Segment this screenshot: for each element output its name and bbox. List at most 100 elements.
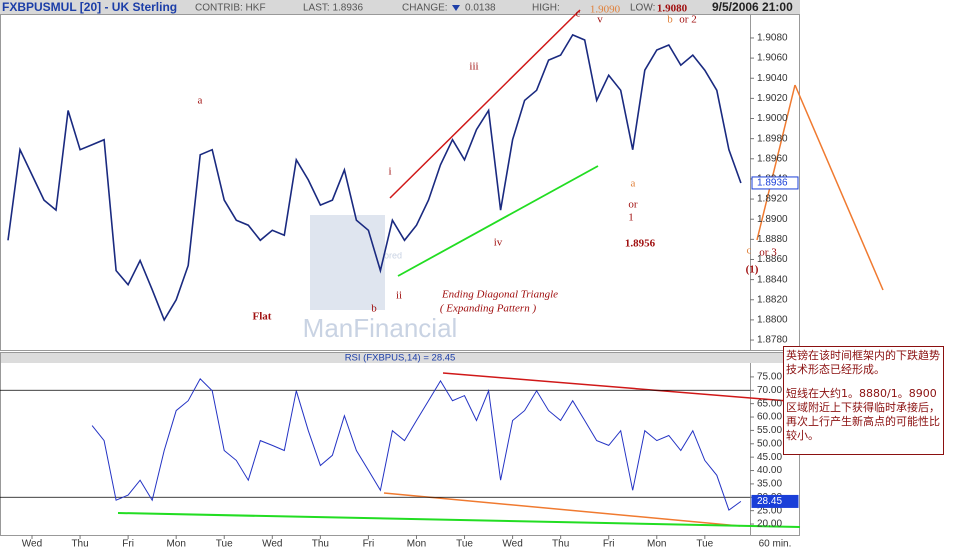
x-tick-label: Fri xyxy=(363,539,375,550)
annotation: 1.8956 xyxy=(625,238,656,250)
projection-line xyxy=(794,84,884,291)
annotation: 1.9090 xyxy=(590,4,621,16)
y-tick-label: 1.8800 xyxy=(757,315,788,326)
annotation: 1 xyxy=(628,212,634,224)
y-tick-label: 35.00 xyxy=(757,479,782,490)
header-high: HIGH: xyxy=(532,3,560,14)
chart-title: FXBPUSMUL [20] - UK Sterling xyxy=(2,0,177,14)
interval-label: 60 min. xyxy=(759,539,792,550)
x-tick-label: Thu xyxy=(312,539,329,550)
x-tick-label: Mon xyxy=(407,539,426,550)
annotation: Ending Diagonal Triangle xyxy=(441,289,558,301)
annotation: b xyxy=(371,303,377,315)
annotation: or 2 xyxy=(679,14,696,26)
y-tick-label: 1.8980 xyxy=(757,133,788,144)
note-paragraph: 英镑在该时间框架内的下跌趋势技术形态已经形成。 xyxy=(786,349,940,376)
y-tick-label: 1.8920 xyxy=(757,194,788,205)
x-tick-label: Thu xyxy=(71,539,88,550)
last-value-label: 1.8936 xyxy=(757,178,788,189)
header-datetime: 9/5/2006 21:00 xyxy=(712,0,793,14)
note-text: 英镑在该时间框架内的下跌趋势技术形态已经形成。 短线在大约1。8880/1。89… xyxy=(786,349,942,443)
y-tick-label: 75.00 xyxy=(757,372,782,383)
y-tick-label: 1.9000 xyxy=(757,113,788,124)
header-bar xyxy=(0,0,800,14)
note: 英镑在该时间框架内的下跌趋势技术形态已经形成。 短线在大约1。8880/1。89… xyxy=(786,349,942,443)
header-low: LOW: xyxy=(630,3,655,14)
y-tick-label: 1.8820 xyxy=(757,294,788,305)
annotation: (1) xyxy=(746,264,759,276)
y-tick-label: 1.8860 xyxy=(757,254,788,265)
annotation: a xyxy=(631,178,636,190)
x-tick-label: Tue xyxy=(456,539,473,550)
header-contrib: CONTRIB: HKF xyxy=(195,3,266,14)
x-tick-label: Tue xyxy=(696,539,713,550)
annotation: ii xyxy=(396,290,402,302)
x-tick-label: Thu xyxy=(552,539,569,550)
annotation: 1.9080 xyxy=(657,3,688,15)
annotation: i xyxy=(388,166,391,178)
projection-line xyxy=(756,84,796,241)
rsi-support-line xyxy=(117,512,801,528)
lower-trendline xyxy=(397,165,599,277)
annotation: or 3 xyxy=(759,247,777,259)
y-tick-label: 1.8840 xyxy=(757,274,788,285)
upper-trendline xyxy=(389,9,581,199)
y-tick-label: 40.00 xyxy=(757,465,782,476)
annotation: iv xyxy=(494,237,503,249)
price-line xyxy=(7,33,742,322)
y-tick-label: 1.8880 xyxy=(757,234,788,245)
annotation: a xyxy=(198,95,203,107)
y-tick-label: 55.00 xyxy=(757,425,782,436)
header-change-label: CHANGE: xyxy=(402,3,448,14)
rsi-panel xyxy=(0,352,800,536)
rsi-title: RSI (FXBPUS,14) = 28.45 xyxy=(345,353,456,364)
watermark: ManFinancial xyxy=(303,313,458,343)
x-tick-label: Wed xyxy=(502,539,522,550)
y-tick-label: 20.00 xyxy=(757,519,782,530)
last-value-box xyxy=(751,176,799,190)
annotation: ( Expanding Pattern ) xyxy=(440,303,537,315)
x-tick-label: Mon xyxy=(166,539,185,550)
last-value-box xyxy=(751,494,799,508)
down-arrow-icon xyxy=(452,5,460,11)
rsi-title-bar xyxy=(1,353,799,363)
y-tick-label: 25.00 xyxy=(757,505,782,516)
rsi-lower-trendline xyxy=(383,492,741,527)
x-tick-label: Wed xyxy=(22,539,42,550)
rsi-upper-trendline xyxy=(442,372,801,403)
y-tick-label: 1.9060 xyxy=(757,53,788,64)
y-tick-label: 45.00 xyxy=(757,452,782,463)
header-last: LAST: 1.8936 xyxy=(303,3,363,14)
x-tick-label: Tue xyxy=(216,539,233,550)
annotation: v xyxy=(597,14,603,26)
annotation: iii xyxy=(469,61,478,73)
y-tick-label: 1.9080 xyxy=(757,33,788,44)
x-tick-label: Fri xyxy=(603,539,615,550)
y-tick-label: 70.00 xyxy=(757,385,782,396)
x-tick-label: Wed xyxy=(262,539,282,550)
last-value-label: 28.45 xyxy=(757,496,782,507)
y-tick-label: 60.00 xyxy=(757,412,782,423)
note-box xyxy=(783,346,944,455)
annotation: c xyxy=(747,245,752,257)
y-tick-label: 65.00 xyxy=(757,398,782,409)
annotation: Flat xyxy=(253,311,272,323)
y-tick-label: 1.9020 xyxy=(757,93,788,104)
y-tick-label: 50.00 xyxy=(757,438,782,449)
y-tick-label: 1.9040 xyxy=(757,73,788,84)
y-tick-label: 1.8780 xyxy=(757,335,788,346)
watermark-logo xyxy=(310,215,385,310)
price-panel xyxy=(0,14,800,351)
annotation: c xyxy=(576,8,581,20)
note-paragraph: 短线在大约1。8880/1。8900区域附近上下获得临时承接后，再次上行产生新高… xyxy=(786,387,940,442)
header-change: 0.0138 xyxy=(465,3,496,14)
annotation: b xyxy=(667,14,673,26)
annotation: or xyxy=(628,199,638,211)
x-tick-label: Mon xyxy=(647,539,666,550)
x-tick-label: Fri xyxy=(122,539,134,550)
y-tick-label: 1.8900 xyxy=(757,214,788,225)
y-tick-label: 1.8960 xyxy=(757,153,788,164)
price-line xyxy=(91,377,742,511)
